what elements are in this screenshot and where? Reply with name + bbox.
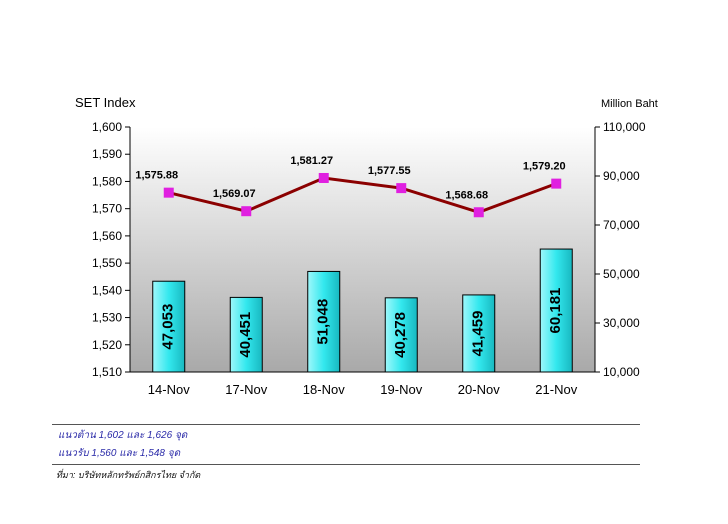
right-tick-label: 70,000 [603,218,640,232]
left-tick-label: 1,600 [92,120,122,134]
right-tick-label: 30,000 [603,316,640,330]
left-axis-title: SET Index [75,95,136,110]
right-tick-label: 110,000 [603,120,646,134]
right-axis-title: Million Baht [601,98,658,110]
volume-bar [152,280,186,373]
left-tick-label: 1,520 [92,338,122,352]
bar-value-label: 47,053 [160,304,177,350]
x-tick-label: 17-Nov [225,382,267,397]
set-index-line [168,176,557,214]
left-tick-label: 1,510 [92,365,122,379]
left-tick-label: 1,590 [92,147,122,161]
set-index-marker [396,183,407,194]
resistance-note: แนวต้าน 1,602 และ 1,626 จุด [58,430,188,441]
volume-bar [229,296,263,373]
set-index-marker [473,207,484,218]
top-rule [52,424,640,425]
left-tick-label: 1,560 [92,229,122,243]
right-tick-label: 50,000 [603,267,640,281]
left-tick-label: 1,530 [92,311,122,325]
line-value-label: 1,568.68 [445,189,488,201]
left-tick-label: 1,540 [92,283,122,297]
x-tick-label: 19-Nov [380,382,422,397]
x-tick-label: 18-Nov [303,382,345,397]
right-tick-label: 10,000 [603,365,640,379]
x-tick-label: 14-Nov [148,382,190,397]
set-index-marker [318,172,329,183]
bar-value-label: 40,278 [392,312,409,358]
bar-value-label: 51,048 [315,299,332,345]
bar-value-label: 40,451 [237,312,254,358]
bar-value-label: 60,181 [547,288,564,334]
plot-area [130,127,595,372]
volume-bar [307,270,341,373]
set-index-marker [551,178,562,189]
notes-section: แนวต้าน 1,602 และ 1,626 จุด แนวรับ 1,560… [52,424,640,481]
left-tick-label: 1,570 [92,202,122,216]
x-tick-label: 21-Nov [535,382,577,397]
line-value-label: 1,569.07 [213,188,256,200]
line-value-label: 1,577.55 [368,165,411,177]
support-note: แนวรับ 1,560 และ 1,548 จุด [58,448,181,459]
set-index-marker [241,206,252,217]
left-tick-label: 1,580 [92,174,122,188]
source-note: ที่มา: บริษัทหลักทรัพย์กสิกรไทย จำกัด [56,470,201,480]
bar-value-label: 41,459 [470,311,487,357]
line-value-label: 1,575.88 [135,170,178,182]
line-value-label: 1,581.27 [290,155,333,167]
right-tick-label: 90,000 [603,169,640,183]
set-index-marker [163,187,174,198]
x-tick-label: 20-Nov [458,382,500,397]
line-value-label: 1,579.20 [523,161,566,173]
left-tick-label: 1,550 [92,256,122,270]
bottom-rule [52,464,640,465]
